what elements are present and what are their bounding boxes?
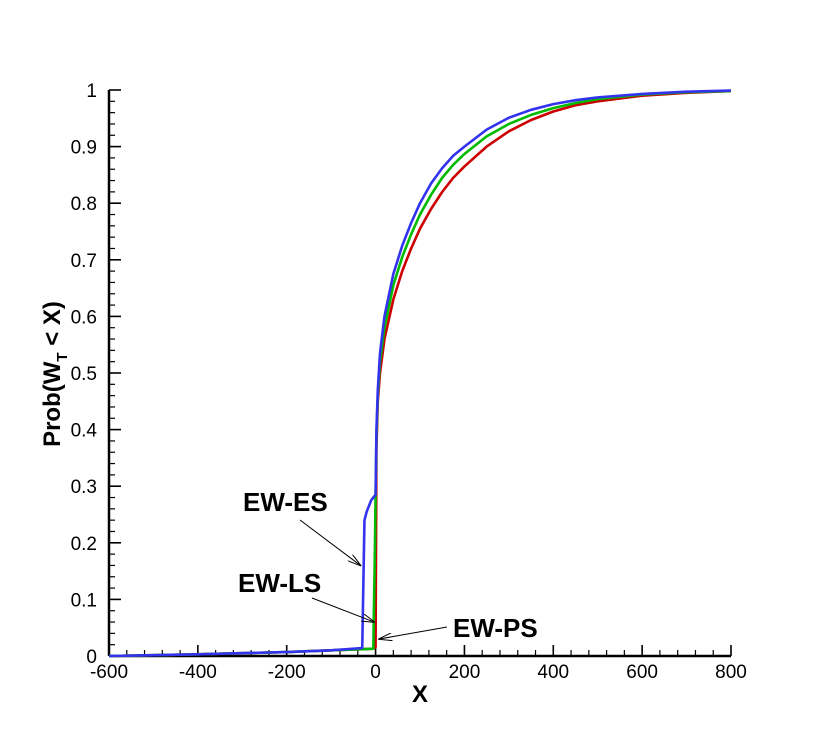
y-axis-title-tail: < X) — [39, 301, 66, 352]
series-line-ew-es — [108, 89, 732, 658]
x-tick-label: 200 — [449, 662, 481, 683]
tick-labels: -600 -400 -200 0 200 400 600 800 0 0.1 0.2 0.3 0.4 0.… — [71, 81, 747, 683]
axes — [107, 90, 731, 658]
y-tick-label: 0.4 — [71, 421, 98, 442]
x-axis-title: X — [412, 681, 428, 708]
x-tick-label: -200 — [268, 662, 306, 683]
x-tick-label: 800 — [715, 662, 747, 683]
x-tick-label: -600 — [90, 662, 128, 683]
y-tick-label: 0.7 — [71, 251, 97, 272]
x-tick-label: -400 — [179, 662, 217, 683]
annotation-ew-ls: EW-LS — [238, 568, 321, 598]
y-axis-title-main: Prob(W — [39, 361, 66, 447]
y-tick-label: 1 — [86, 81, 97, 102]
annotation-leader-ew-ls — [311, 597, 374, 622]
y-axis-title: Prob(WT < X) — [39, 301, 71, 447]
annotation-ew-ps: EW-PS — [453, 613, 538, 643]
y-tick-label: 0.6 — [71, 307, 97, 328]
y-tick-label: 0 — [86, 647, 97, 668]
annotation-leader-ew-ps — [379, 626, 448, 639]
y-tick-label: 0.9 — [71, 138, 97, 159]
y-tick-label: 0.2 — [71, 534, 97, 555]
annotations: EW-ES EW-LS EW-PS — [238, 487, 538, 643]
annotation-ew-es: EW-ES — [243, 487, 328, 517]
y-tick-label: 0.8 — [71, 194, 97, 215]
annotation-leader-ew-es — [299, 519, 360, 565]
y-axis-title-sub: T — [54, 352, 71, 361]
y-tick-label: 0.1 — [71, 590, 97, 611]
series-lines — [108, 89, 732, 658]
x-tick-label: 400 — [537, 662, 569, 683]
x-tick-label: 600 — [626, 662, 658, 683]
y-tick-label: 0.5 — [71, 364, 97, 385]
ticks — [108, 89, 732, 657]
series-line-ew-ps — [108, 89, 732, 658]
y-tick-label: 0.3 — [71, 477, 97, 498]
x-tick-label: 0 — [370, 662, 381, 683]
series-line-ew-ls — [108, 89, 732, 658]
